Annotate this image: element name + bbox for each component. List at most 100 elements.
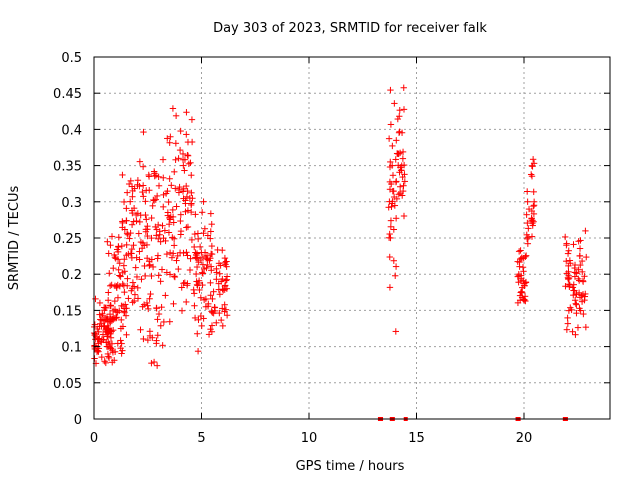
data-point xyxy=(576,252,584,259)
data-point xyxy=(175,189,183,196)
data-point xyxy=(118,242,126,250)
data-point xyxy=(196,243,204,251)
data-point xyxy=(104,318,112,326)
data-point xyxy=(177,127,184,135)
data-point xyxy=(183,298,190,306)
data-point xyxy=(101,358,108,365)
data-point xyxy=(123,217,130,224)
data-point xyxy=(188,200,195,207)
data-point xyxy=(191,243,198,251)
data-point xyxy=(571,297,579,304)
data-point xyxy=(395,191,402,198)
data-point xyxy=(98,353,105,361)
data-point xyxy=(569,328,576,335)
data-point xyxy=(117,337,124,344)
data-point xyxy=(121,309,128,316)
data-point xyxy=(572,331,579,338)
data-point xyxy=(525,205,533,213)
data-point xyxy=(222,258,230,265)
data-point xyxy=(390,226,398,233)
data-point xyxy=(133,273,141,281)
data-point xyxy=(221,282,229,289)
data-point xyxy=(157,238,164,245)
data-point xyxy=(188,189,195,197)
data-point xyxy=(194,348,202,355)
data-point xyxy=(153,337,160,344)
data-point xyxy=(207,228,214,235)
data-point xyxy=(521,282,528,289)
data-point xyxy=(136,256,143,263)
data-point xyxy=(166,175,173,182)
data-point xyxy=(563,257,570,265)
y-tick-label: 0.2 xyxy=(61,268,82,283)
data-point xyxy=(139,163,147,170)
data-point xyxy=(100,323,107,330)
x-tick-labels: 0 5 10 15 20 xyxy=(90,431,532,446)
data-point xyxy=(399,173,406,181)
data-point xyxy=(166,216,174,223)
data-point xyxy=(581,273,588,280)
data-point xyxy=(155,272,162,279)
data-point xyxy=(162,190,170,197)
data-point xyxy=(143,216,150,223)
data-point xyxy=(156,228,163,235)
data-point xyxy=(194,330,201,337)
data-point xyxy=(170,219,177,226)
data-point xyxy=(386,253,393,261)
data-point xyxy=(133,217,140,225)
data-point xyxy=(202,255,210,262)
data-point xyxy=(105,338,112,346)
data-point xyxy=(126,235,133,242)
data-point xyxy=(385,234,393,241)
data-point xyxy=(141,262,148,270)
data-point xyxy=(176,183,183,191)
data-point xyxy=(136,182,143,190)
data-point xyxy=(139,239,147,247)
data-point xyxy=(401,178,409,185)
y-tick-label: 0.05 xyxy=(53,377,82,392)
data-point xyxy=(215,280,222,287)
x-tick-label: 20 xyxy=(516,431,533,446)
y-axis-title: SRMTID / TECUs xyxy=(7,186,22,291)
data-point xyxy=(149,263,157,271)
data-point xyxy=(122,312,130,319)
grid xyxy=(94,57,610,419)
y-tick-label: 0 xyxy=(74,413,82,428)
x-axis-title: GPS time / hours xyxy=(296,459,405,474)
data-point xyxy=(223,263,230,270)
data-point xyxy=(392,272,399,279)
data-point xyxy=(563,326,571,333)
data-point xyxy=(576,245,584,252)
data-point xyxy=(181,279,189,286)
data-point xyxy=(136,218,144,226)
data-points xyxy=(90,84,590,421)
data-point xyxy=(182,200,189,207)
data-point xyxy=(132,264,139,271)
data-point xyxy=(572,300,580,307)
data-point xyxy=(123,305,130,312)
data-point xyxy=(387,217,395,224)
data-point xyxy=(529,163,536,170)
data-point xyxy=(183,109,190,116)
data-point xyxy=(195,279,202,287)
data-point xyxy=(577,307,584,314)
data-point xyxy=(115,234,122,241)
data-point xyxy=(198,209,206,216)
data-point xyxy=(205,331,213,338)
data-point xyxy=(135,230,142,237)
data-point xyxy=(523,188,531,195)
data-point xyxy=(396,128,403,135)
data-point xyxy=(112,308,120,316)
data-point xyxy=(96,311,103,318)
data-point xyxy=(155,310,163,318)
data-point xyxy=(205,300,212,308)
data-point xyxy=(564,250,572,257)
data-point xyxy=(124,231,132,238)
data-point xyxy=(400,161,408,169)
data-point xyxy=(150,197,158,204)
data-point xyxy=(120,198,128,206)
data-point xyxy=(109,307,117,315)
data-point xyxy=(198,249,205,256)
data-point xyxy=(528,162,536,169)
